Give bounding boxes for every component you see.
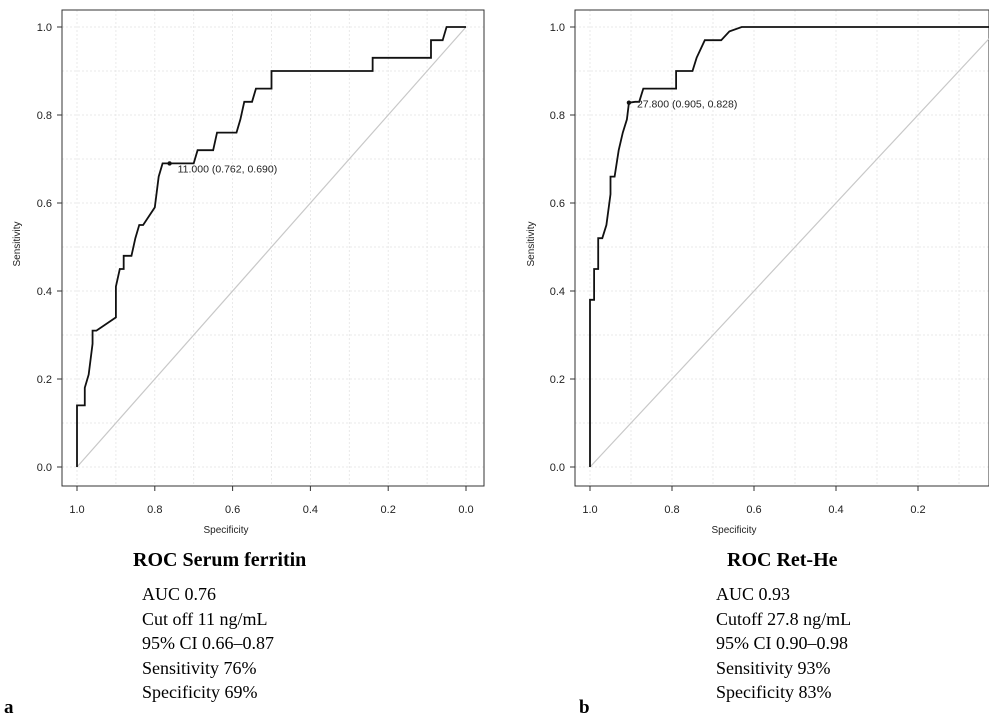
panel-a-sensitivity: Sensitivity 76%	[142, 657, 257, 678]
panel-b-cutoff-point	[626, 100, 632, 105]
panel-a-roc-curve	[76, 26, 466, 467]
panel-a-plot-frame	[61, 9, 485, 487]
panel-b-title: ROC Ret-He	[727, 549, 838, 571]
panel-b-letter: b	[579, 697, 590, 718]
panel-a-cutoff-point	[167, 161, 172, 166]
panel-a-caption: AUC 0.76 Cut off 11 ng/mL 95% CI 0.66–0.…	[142, 582, 274, 705]
panel-b-plot-frame	[574, 9, 989, 487]
panel-b-specificity: Specificity 83%	[716, 682, 832, 702]
panel-a-x-tick-label: 1.0	[69, 504, 84, 516]
panel-a-cutoff: Cut off 11 ng/mL	[142, 608, 268, 629]
panel-a-x-tick-label: 0.6	[225, 504, 240, 516]
panel-b-ci: 95% CI 0.90–0.98	[716, 633, 848, 653]
panel-b-sensitivity: Sensitivity 93%	[716, 657, 831, 678]
panel-b-x-tick-label: 0.4	[828, 504, 843, 516]
panel-b-y-tick-label: 0.8	[550, 110, 565, 122]
panel-a-x-tick-label: 0.8	[147, 504, 162, 516]
panel-b-y-tick-label: 0.4	[550, 286, 565, 298]
panel-a-y-tick-label: 1.0	[37, 22, 52, 34]
panel-b-y-axis-label: Sensitivity	[526, 221, 537, 266]
panel-b-x-axis-label: Specificity	[711, 525, 756, 536]
panel-b-caption: AUC 0.93 Cutoff 27.8 ng/mL 95% CI 0.90–0…	[716, 582, 851, 705]
panel-a-title: ROC Serum ferritin	[133, 549, 307, 571]
panel-b-cutoff: Cutoff 27.8 ng/mL	[716, 608, 852, 629]
panel-b-x-tick-label: 1.0	[582, 504, 597, 516]
panel-b-cutoff-label: 27.800 (0.905, 0.828)	[637, 99, 737, 111]
panel-a-y-tick-label: 0.2	[37, 374, 52, 386]
panel-a-x-tick-label: 0.0	[458, 504, 473, 516]
panel-a-cutoff-label: 11.000 (0.762, 0.690)	[178, 163, 278, 175]
panel-a-y-tick-label: 0.6	[37, 198, 52, 210]
panel-a-x-tick-label: 0.2	[381, 504, 396, 516]
panel-b-x-tick-label: 0.2	[910, 504, 925, 516]
panel-a-specificity: Specificity 69%	[142, 682, 258, 702]
panel-a-y-tick-label: 0.4	[37, 286, 52, 298]
panel-a-letter: a	[4, 697, 14, 718]
panel-b-auc: AUC 0.93	[716, 584, 791, 604]
panel-a-y-tick-label: 0.0	[37, 462, 52, 474]
panel-b-y-tick-label: 0.0	[550, 462, 565, 474]
panel-a-x-tick-label: 0.4	[303, 504, 318, 516]
panel-a-x-axis-label: Specificity	[203, 525, 248, 536]
panel-b-x-tick-label: 0.8	[664, 504, 679, 516]
panel-b-reference-diagonal	[589, 38, 989, 468]
panel-a-auc: AUC 0.76	[142, 584, 217, 604]
panel-b-y-tick-label: 1.0	[550, 22, 565, 34]
panel-a-y-tick-label: 0.8	[37, 110, 52, 122]
panel-b-y-tick-label: 0.2	[550, 374, 565, 386]
panel-a-ci: 95% CI 0.66–0.87	[142, 633, 274, 653]
panel-b-y-tick-label: 0.6	[550, 198, 565, 210]
panel-a-y-axis-label: Sensitivity	[12, 221, 23, 266]
panel-a-reference-diagonal	[76, 26, 467, 468]
panel-b-x-tick-label: 0.6	[746, 504, 761, 516]
panel-b-roc-curve	[589, 26, 989, 467]
